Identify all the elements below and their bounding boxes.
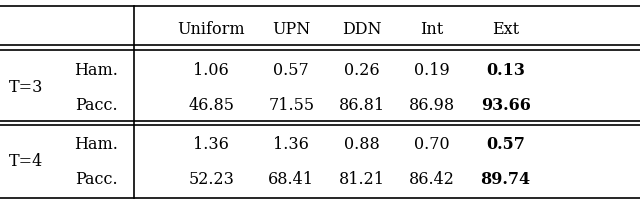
Text: 0.70: 0.70	[414, 136, 450, 153]
Text: 86.98: 86.98	[409, 97, 455, 114]
Text: 52.23: 52.23	[188, 171, 234, 188]
Text: 0.13: 0.13	[486, 62, 525, 78]
Text: 68.41: 68.41	[268, 171, 314, 188]
Text: 1.36: 1.36	[193, 136, 229, 153]
Text: Uniform: Uniform	[177, 21, 245, 38]
Text: 1.36: 1.36	[273, 136, 309, 153]
Text: 81.21: 81.21	[339, 171, 385, 188]
Text: 1.06: 1.06	[193, 62, 229, 78]
Text: 86.81: 86.81	[339, 97, 385, 114]
Text: DDN: DDN	[342, 21, 381, 38]
Text: 0.57: 0.57	[273, 62, 309, 78]
Text: 86.42: 86.42	[409, 171, 455, 188]
Text: 0.26: 0.26	[344, 62, 380, 78]
Text: 46.85: 46.85	[188, 97, 234, 114]
Text: T=3: T=3	[8, 79, 43, 96]
Text: 0.57: 0.57	[486, 136, 525, 153]
Text: Pacc.: Pacc.	[75, 171, 117, 188]
Text: Pacc.: Pacc.	[75, 97, 117, 114]
Text: Int: Int	[420, 21, 444, 38]
Text: Ham.: Ham.	[74, 136, 118, 153]
Text: 89.74: 89.74	[481, 171, 531, 188]
Text: Ham.: Ham.	[74, 62, 118, 78]
Text: 0.19: 0.19	[414, 62, 450, 78]
Text: T=4: T=4	[8, 153, 43, 170]
Text: UPN: UPN	[272, 21, 310, 38]
Text: Ext: Ext	[492, 21, 519, 38]
Text: 0.88: 0.88	[344, 136, 380, 153]
Text: 93.66: 93.66	[481, 97, 531, 114]
Text: 71.55: 71.55	[268, 97, 314, 114]
